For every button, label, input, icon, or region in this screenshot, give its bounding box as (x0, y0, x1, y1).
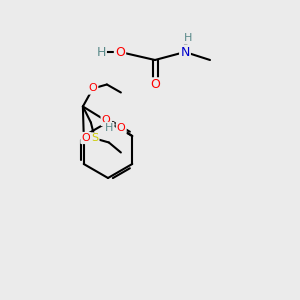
Text: O: O (81, 133, 90, 143)
Text: H: H (96, 46, 106, 59)
Text: O: O (117, 123, 126, 133)
Text: N: N (180, 46, 190, 59)
Text: S: S (91, 134, 98, 143)
Text: O: O (115, 46, 125, 59)
Text: O: O (102, 115, 110, 125)
Text: O: O (88, 83, 97, 94)
Text: H: H (105, 123, 113, 133)
Text: H: H (184, 33, 192, 43)
Text: O: O (150, 79, 160, 92)
